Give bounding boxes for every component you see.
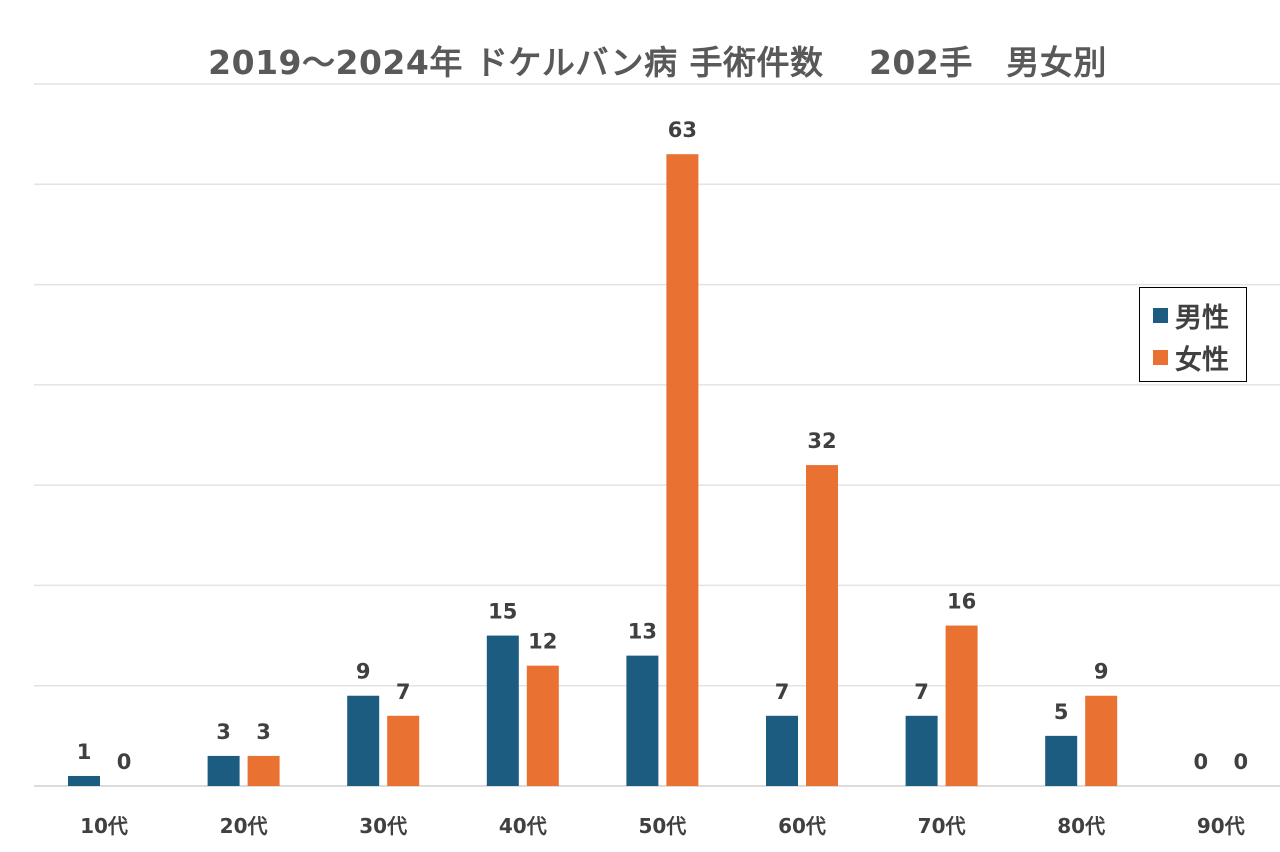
- bar-female-80代: [1085, 695, 1118, 786]
- data-label-female: 32: [807, 429, 836, 453]
- x-tick-label: 70代: [918, 814, 966, 838]
- data-label-female: 0: [117, 750, 132, 774]
- bar-female-60代: [806, 465, 838, 786]
- x-tick-label: 80代: [1057, 814, 1105, 838]
- data-label-female: 0: [1233, 750, 1248, 774]
- data-label-male: 3: [216, 720, 231, 744]
- data-label-male: 9: [356, 660, 371, 684]
- x-tick-label: 90代: [1197, 814, 1245, 838]
- bar-male-40代: [486, 635, 519, 786]
- bar-female-30代: [387, 715, 420, 786]
- data-label-male: 0: [1193, 750, 1208, 774]
- legend-swatch-male: [1153, 307, 1168, 323]
- data-label-female: 12: [528, 630, 557, 654]
- x-tick-label: 30代: [359, 814, 407, 838]
- bar-male-70代: [905, 715, 938, 786]
- bar-female-20代: [247, 755, 280, 786]
- bar-male-20代: [207, 755, 240, 786]
- data-label-male: 7: [775, 680, 790, 704]
- bars: [68, 154, 1118, 786]
- legend-label-male: 男性: [1175, 302, 1229, 334]
- x-tick-labels: 10代 20代 30代 40代 50代 60代 70代 80代 90代: [80, 814, 1245, 838]
- data-label-male: 1: [77, 740, 92, 764]
- bar-male-10代: [68, 775, 100, 786]
- bar-male-30代: [347, 695, 380, 786]
- bar-female-40代: [526, 665, 559, 786]
- legend-swatch-female: [1153, 349, 1168, 365]
- bar-male-60代: [766, 715, 798, 786]
- data-label-female: 9: [1094, 660, 1109, 684]
- data-label-female: 7: [396, 680, 411, 704]
- x-tick-label: 60代: [778, 814, 826, 838]
- chart-title: 2019～2024年 ドケルバン病 手術件数 202手 男女別: [208, 43, 1107, 82]
- data-label-male: 13: [628, 620, 657, 644]
- data-label-male: 15: [488, 600, 517, 624]
- data-label-female: 3: [256, 720, 271, 744]
- data-labels: 1 0 3 3 9 7 15 12 13 63 7 32 7 16 5 9 0 0: [77, 118, 1248, 774]
- x-tick-label: 40代: [499, 814, 547, 838]
- data-label-female: 16: [947, 590, 976, 614]
- x-tick-label: 20代: [220, 814, 268, 838]
- data-label-male: 5: [1054, 700, 1069, 724]
- bar-male-50代: [626, 655, 659, 786]
- bar-female-50代: [666, 154, 699, 786]
- bar-male-80代: [1045, 735, 1078, 786]
- bar-female-70代: [945, 625, 978, 786]
- legend-item-male: 男性: [1140, 294, 1246, 336]
- data-label-female: 63: [668, 118, 697, 142]
- legend-item-female: 女性: [1140, 336, 1246, 378]
- x-tick-label: 10代: [80, 814, 128, 838]
- data-label-male: 7: [914, 680, 929, 704]
- x-tick-label: 50代: [638, 814, 686, 838]
- legend-label-female: 女性: [1175, 344, 1229, 376]
- legend: 男性 女性: [1139, 287, 1247, 382]
